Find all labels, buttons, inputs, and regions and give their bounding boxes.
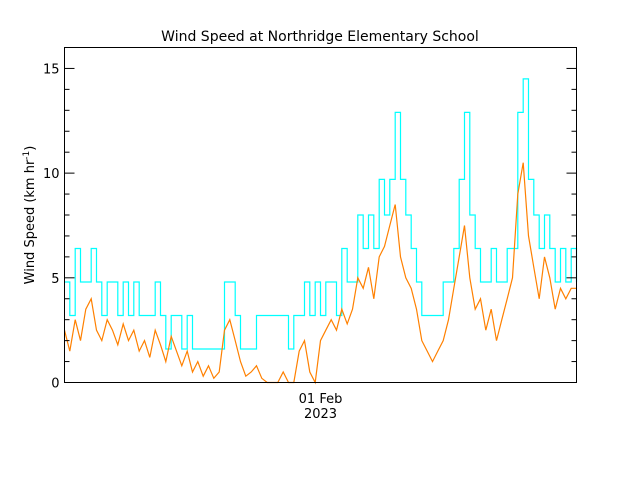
x-tick-label-year: 2023	[304, 407, 337, 422]
series-line-cyan	[64, 78, 578, 350]
y-tick-label: 15	[43, 62, 60, 77]
x-tick-label-date: 01 Feb	[299, 392, 343, 407]
plot-frame	[64, 47, 577, 383]
y-tick-label: 10	[43, 167, 60, 182]
y-axis-label-exponent: -1	[22, 151, 32, 160]
y-axis-label-close: )	[23, 146, 38, 151]
y-axis-label-text: Wind Speed (km hr	[23, 159, 38, 284]
y-axis-label: Wind Speed (km hr-1)	[22, 146, 38, 285]
y-axis-ticks: 0 5 10 15	[43, 47, 577, 392]
series-line-orange	[63, 162, 577, 385]
chart-title: Wind Speed at Northridge Elementary Scho…	[161, 29, 479, 45]
series-layer	[63, 78, 578, 385]
y-tick-label: 5	[51, 272, 59, 287]
y-tick-label: 0	[51, 377, 59, 392]
